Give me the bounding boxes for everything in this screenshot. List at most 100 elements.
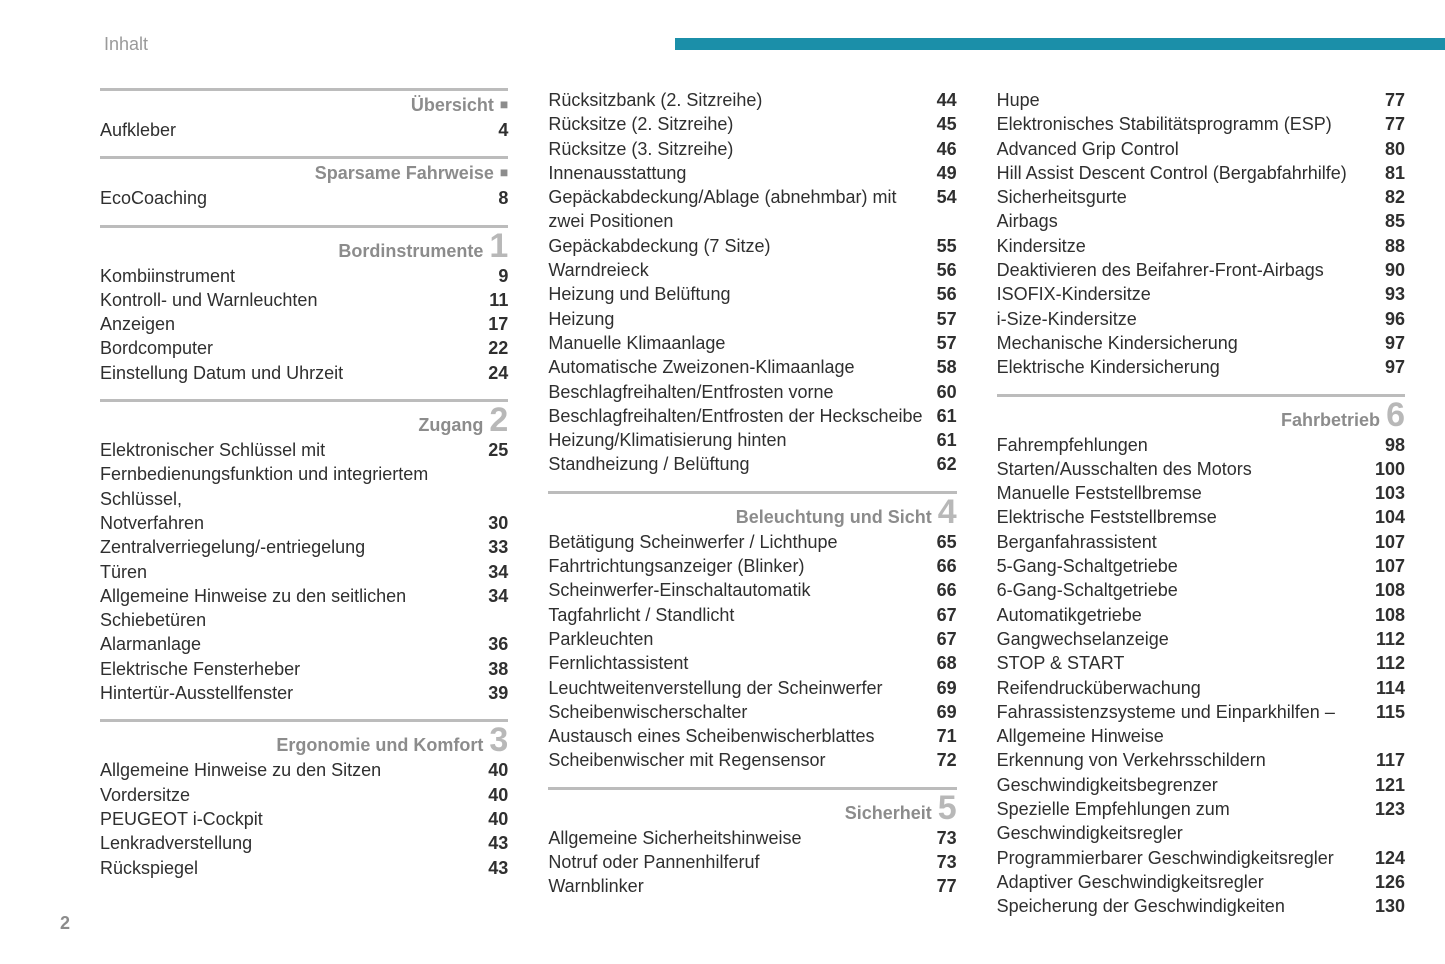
toc-entry-label: Sicherheitsgurte [997, 185, 1385, 209]
toc-entry-label: Scheinwerfer-Einschaltautomatik [548, 578, 936, 602]
section-title: Zugang [418, 415, 483, 436]
toc-entry: Beschlagfreihalten/Entfrosten der Hecksc… [548, 404, 956, 428]
toc-entry-page: 82 [1385, 185, 1405, 209]
toc-entry: Kontroll- und Warnleuchten11 [100, 288, 508, 312]
toc-entry-label: Innenausstattung [548, 161, 936, 185]
toc-entry-page: 85 [1385, 209, 1405, 233]
toc-entry-label: Advanced Grip Control [997, 137, 1385, 161]
toc-entry: Heizung und Belüftung56 [548, 282, 956, 306]
toc-entry: Rücksitzbank (2. Sitzreihe)44 [548, 88, 956, 112]
toc-entry: Erkennung von Verkehrsschildern117 [997, 748, 1405, 772]
toc-entry: Starten/Ausschalten des Motors100 [997, 457, 1405, 481]
toc-entry-page: 67 [937, 627, 957, 651]
toc-entry-label: Allgemeine Hinweise zu den Sitzen [100, 758, 488, 782]
toc-entry-label: Heizung und Belüftung [548, 282, 936, 306]
section-number: 3 [489, 726, 508, 754]
toc-entry-label: Rücksitzbank (2. Sitzreihe) [548, 88, 936, 112]
toc-entry: Austausch eines Scheibenwischerblattes71 [548, 724, 956, 748]
page-header: Inhalt [0, 34, 1445, 64]
toc-entry-page: 73 [937, 850, 957, 874]
toc-entry-label: STOP & START [997, 651, 1376, 675]
toc-entry-label: Tagfahrlicht / Standlicht [548, 603, 936, 627]
toc-entry: i-Size-Kindersitze96 [997, 307, 1405, 331]
toc-entry-label: Hupe [997, 88, 1385, 112]
section-title: Sparsame Fahrweise [315, 163, 494, 184]
toc-entry-page: 22 [488, 336, 508, 360]
toc-entry-page: 4 [498, 118, 508, 142]
toc-entry: Berganfahrassistent107 [997, 530, 1405, 554]
toc-entry-page: 56 [937, 258, 957, 282]
toc-entry: Elektrische Kindersicherung97 [997, 355, 1405, 379]
section-number: 4 [938, 498, 957, 526]
toc-entry: Bordcomputer22 [100, 336, 508, 360]
header-label: Inhalt [104, 34, 148, 55]
toc-entry-page: 107 [1375, 530, 1405, 554]
toc-entry-page: 126 [1375, 870, 1405, 894]
toc-entry: ISOFIX-Kindersitze93 [997, 282, 1405, 306]
toc-entry-page: 30 [488, 511, 508, 535]
toc-entry-label: Starten/Ausschalten des Motors [997, 457, 1375, 481]
toc-entry: Innenausstattung49 [548, 161, 956, 185]
toc-entry: Adaptiver Geschwindigkeitsregler126 [997, 870, 1405, 894]
toc-entry: Advanced Grip Control80 [997, 137, 1405, 161]
toc-entry-label: Manuelle Klimaanlage [548, 331, 936, 355]
toc-entry-label: Fahrempfehlungen [997, 433, 1385, 457]
toc-entry: Reifendrucküberwachung114 [997, 676, 1405, 700]
toc-entry-page: 43 [488, 856, 508, 880]
toc-entry-page: 81 [1385, 161, 1405, 185]
toc-entry-page: 58 [937, 355, 957, 379]
toc-entry-page: 24 [488, 361, 508, 385]
toc-entry-label: Austausch eines Scheibenwischerblattes [548, 724, 936, 748]
toc-entry: Beschlagfreihalten/Entfrosten vorne60 [548, 380, 956, 404]
page-number: 2 [60, 913, 70, 934]
header-accent-bar [675, 38, 1445, 50]
toc-entry-page: 55 [937, 234, 957, 258]
toc-entry-label: Heizung [548, 307, 936, 331]
toc-entry-page: 40 [488, 807, 508, 831]
toc-columns: Übersicht■Aufkleber4Sparsame Fahrweise■E… [100, 88, 1405, 904]
toc-entry-label: Erkennung von Verkehrsschildern [997, 748, 1376, 772]
toc-entry: Heizung/Klimatisierung hinten61 [548, 428, 956, 452]
section-heading: Beleuchtung und Sicht4 [548, 491, 956, 528]
toc-entry-page: 77 [937, 874, 957, 898]
toc-entry-label: Fahrassistenzsysteme und Einparkhilfen –… [997, 700, 1376, 749]
section-title: Fahrbetrieb [1281, 410, 1380, 431]
toc-entry-label: Scheibenwischerschalter [548, 700, 936, 724]
toc-entry: Elektrische Feststellbremse104 [997, 505, 1405, 529]
toc-entry-page: 90 [1385, 258, 1405, 282]
toc-entry-page: 100 [1375, 457, 1405, 481]
section-title: Übersicht [411, 95, 494, 116]
toc-entry: Tagfahrlicht / Standlicht67 [548, 603, 956, 627]
toc-entry: Fahrtrichtungsanzeiger (Blinker)66 [548, 554, 956, 578]
toc-entry: Mechanische Kindersicherung97 [997, 331, 1405, 355]
toc-entry-label: Hintertür-Ausstellfenster [100, 681, 488, 705]
toc-entry-page: 114 [1376, 676, 1405, 700]
toc-entry-label: Türen [100, 560, 488, 584]
section-heading: Ergonomie und Komfort3 [100, 719, 508, 756]
toc-entry: Elektrische Fensterheber38 [100, 657, 508, 681]
section-heading: Sicherheit5 [548, 787, 956, 824]
toc-entry-page: 71 [937, 724, 957, 748]
toc-entry-label: Warndreieck [548, 258, 936, 282]
toc-entry-page: 115 [1376, 700, 1405, 724]
toc-entry-page: 36 [488, 632, 508, 656]
page: Inhalt Übersicht■Aufkleber4Sparsame Fahr… [0, 0, 1445, 964]
toc-entry: PEUGEOT i-Cockpit40 [100, 807, 508, 831]
toc-entry-label: Lenkradverstellung [100, 831, 488, 855]
toc-entry: Scheinwerfer-Einschaltautomatik66 [548, 578, 956, 602]
toc-entry-page: 77 [1385, 112, 1405, 136]
toc-entry: Alarmanlage36 [100, 632, 508, 656]
toc-entry-label: Zentralverriegelung/-entriegelung [100, 535, 488, 559]
toc-entry-page: 40 [488, 758, 508, 782]
toc-entry: Aufkleber4 [100, 118, 508, 142]
toc-entry-label: Notverfahren [100, 511, 488, 535]
toc-entry-page: 72 [937, 748, 957, 772]
toc-entry-page: 69 [937, 676, 957, 700]
toc-entry-page: 9 [498, 264, 508, 288]
toc-entry: Speicherung der Geschwindigkeiten130 [997, 894, 1405, 918]
toc-entry-page: 65 [937, 530, 957, 554]
toc-entry-label: Leuchtweitenverstellung der Scheinwerfer [548, 676, 936, 700]
toc-entry: Betätigung Scheinwerfer / Lichthupe65 [548, 530, 956, 554]
toc-entry-page: 11 [489, 288, 508, 312]
toc-entry-label: Gepäckabdeckung (7 Sitze) [548, 234, 936, 258]
